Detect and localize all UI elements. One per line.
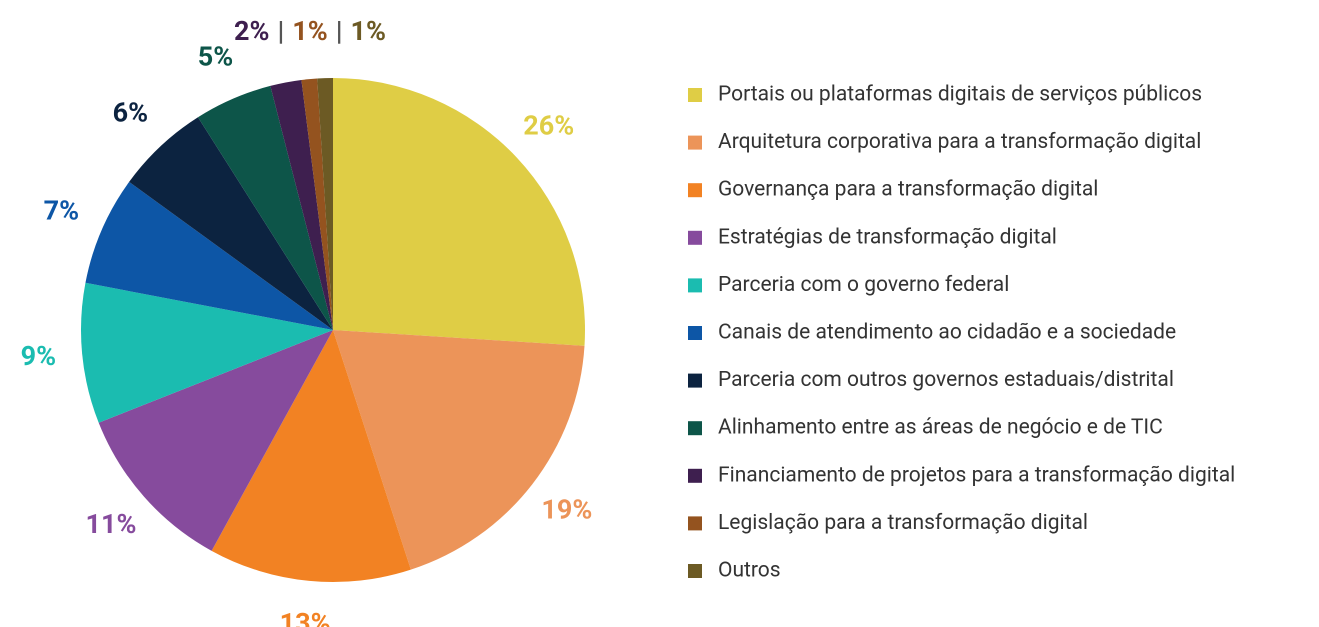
legend-label: Parceria com outros governos estaduais/d… [718,368,1174,392]
value-label: 7% [44,195,79,227]
pie-slice [197,85,333,330]
value-label: 9% [21,340,56,372]
legend-swatch [688,230,702,245]
legend-swatch [688,516,702,531]
value-label-group: 2% | 1% | 1% [234,15,386,47]
value-label: 5% [198,40,233,72]
pie-slice [333,330,585,570]
legend-label: Outros [718,559,781,583]
pie-slice [98,330,334,551]
legend-label: Alinhamento entre as áreas de negócio e … [718,416,1163,440]
pie-slice [85,181,333,330]
pie-slice [317,78,333,330]
value-label: 1% [351,15,386,47]
legend-swatch [688,468,702,483]
pie-slice [301,78,333,331]
pie-slice [333,78,585,346]
value-label: 11% [85,508,136,540]
legend-swatch [688,278,702,293]
legend-swatch [688,183,702,198]
value-label: 1% [292,15,327,47]
legend-label: Parceria com o governo federal [718,273,1009,297]
pie-slice [129,117,333,330]
value-label: 6% [113,96,148,128]
value-label: 19% [541,494,592,526]
legend-label: Portais ou plataformas digitais de servi… [718,83,1202,107]
legend-label: Governança para a transformação digital [718,178,1098,202]
label-separator: | [277,15,284,47]
legend-swatch [688,135,702,150]
legend-swatch [688,88,702,102]
pie-slice [211,330,411,583]
legend-label: Estratégias de transformação digital [718,225,1057,249]
legend-label: Arquitetura corporativa para a transform… [718,130,1201,154]
legend-swatch [688,564,702,578]
legend-swatch [688,373,702,388]
legend-label: Financiamento de projetos para a transfo… [718,463,1235,487]
value-label: 13% [280,607,331,627]
label-separator: | [336,15,343,47]
legend-label: Legislação para a transformação digital [718,511,1088,535]
legend-swatch [688,326,702,340]
value-label: 26% [523,109,574,141]
pie-slice [270,79,333,331]
legend-swatch [688,421,702,436]
legend-label: Canais de atendimento ao cidadão e a soc… [718,321,1176,345]
pie-slice [80,282,333,423]
value-label: 2% [234,15,269,47]
